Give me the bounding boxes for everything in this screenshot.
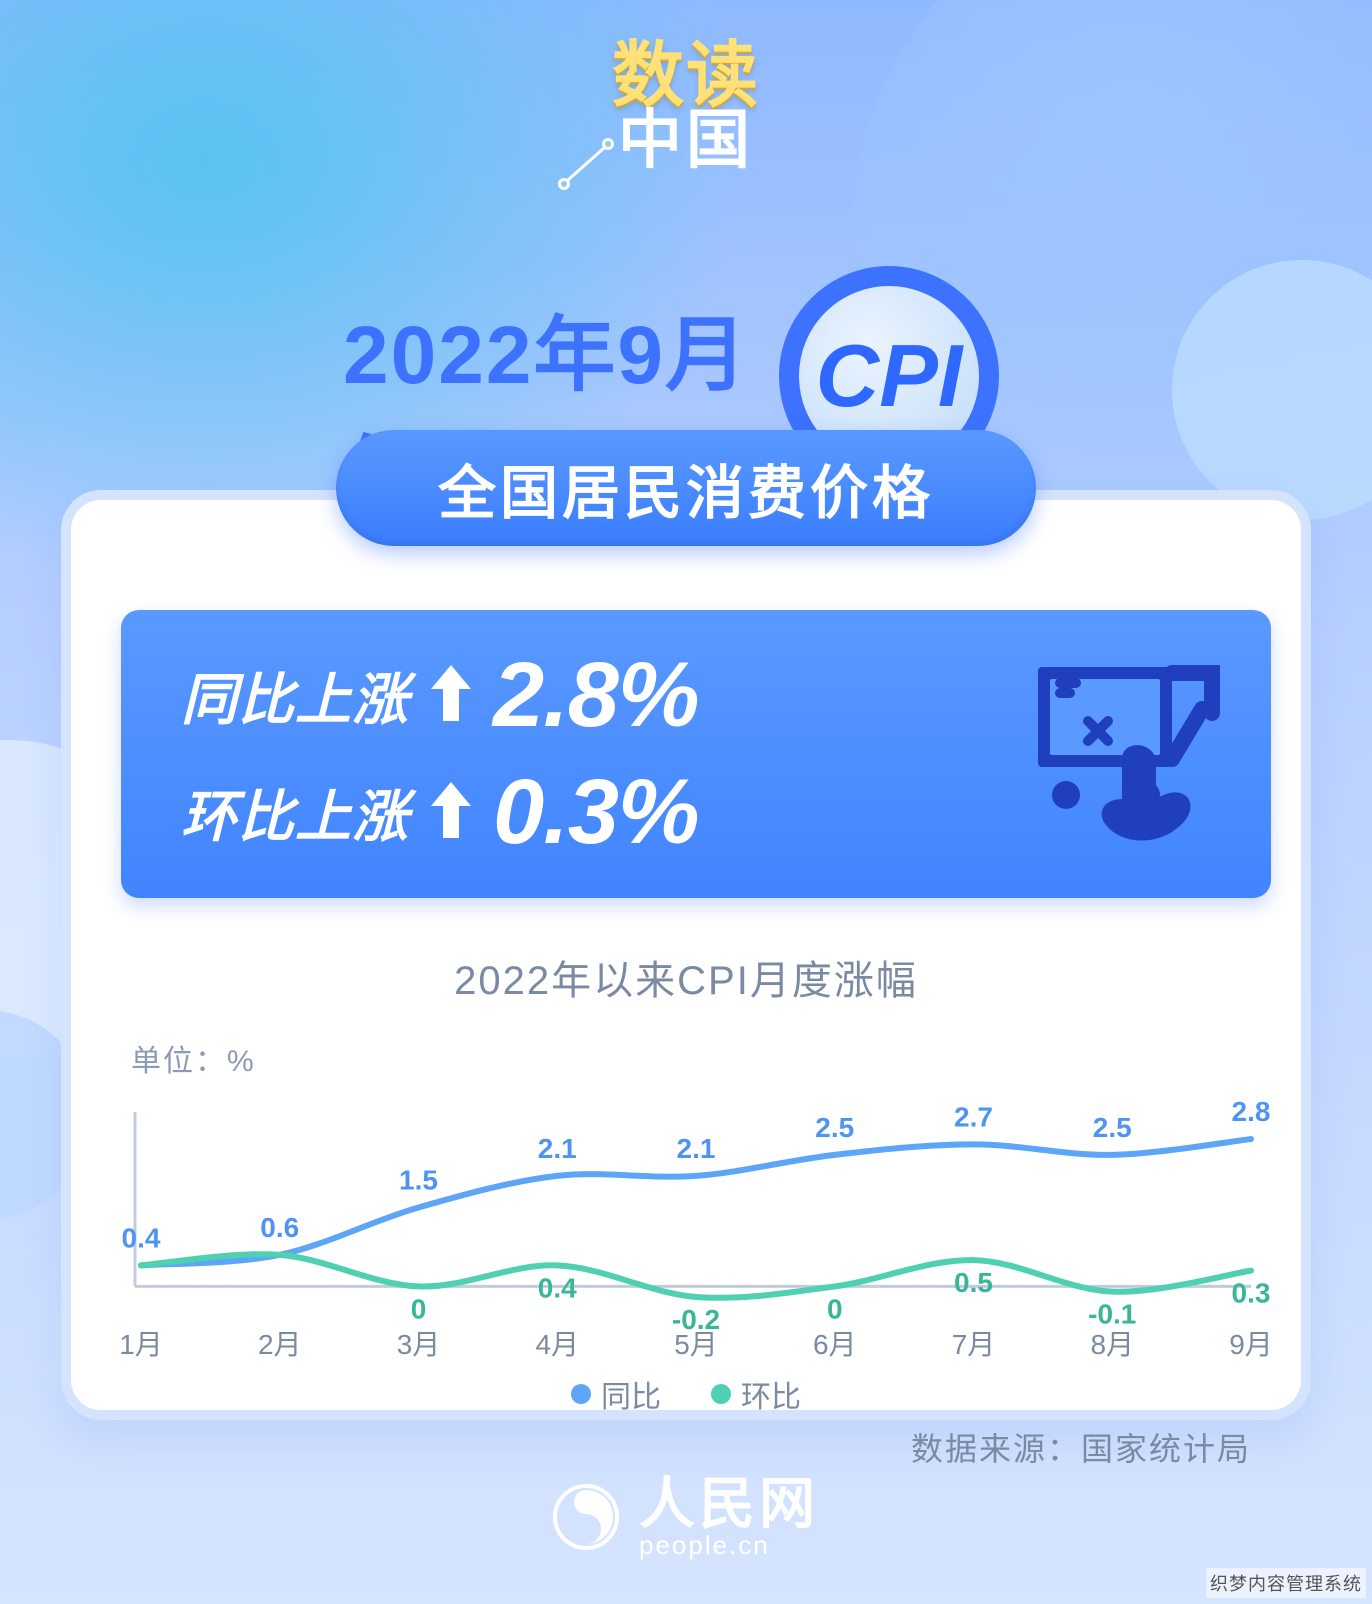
- cart-touch-icon: [1026, 659, 1226, 849]
- x-tick-label: 2月: [258, 1329, 302, 1360]
- stat-value: 2.8%: [493, 643, 699, 748]
- data-label: 2.5: [815, 1112, 854, 1143]
- footer-en: people.cn: [639, 1532, 819, 1558]
- data-label: 2.8: [1232, 1096, 1271, 1127]
- data-label: 2.1: [677, 1133, 716, 1164]
- chart-svg: 1月2月3月4月5月6月7月8月9月0.40.61.52.12.12.52.72…: [121, 1088, 1271, 1368]
- people-swirl-icon: [553, 1484, 619, 1550]
- x-tick-label: 1月: [121, 1329, 163, 1360]
- header-logo: 数读 中国: [612, 40, 760, 172]
- chart-source: 数据来源：国家统计局: [121, 1424, 1251, 1470]
- stat-row-yoy: 同比上涨 2.8%: [181, 643, 699, 748]
- stat-label: 同比上涨: [181, 655, 409, 736]
- data-label: 2.1: [538, 1133, 577, 1164]
- x-tick-label: 6月: [813, 1329, 857, 1360]
- legend-item: 同比: [571, 1372, 661, 1416]
- chart-title: 2022年以来CPI月度涨幅: [121, 948, 1251, 1006]
- watermark: 织梦内容管理系统: [1206, 1568, 1366, 1598]
- title-cpi: CPI: [816, 326, 964, 425]
- x-tick-label: 9月: [1229, 1329, 1271, 1360]
- data-label: 0.3: [1232, 1278, 1271, 1309]
- data-label: 0.4: [122, 1222, 161, 1253]
- x-tick-label: 7月: [952, 1329, 996, 1360]
- stat-row-mom: 环比上涨 0.3%: [181, 760, 699, 865]
- arrow-up-icon: [431, 782, 471, 843]
- legend-label: 环比: [741, 1372, 801, 1416]
- data-label: 2.5: [1093, 1112, 1132, 1143]
- legend-dot: [571, 1384, 591, 1404]
- chart-unit: 单位：%: [131, 1036, 1251, 1080]
- data-label: 1.5: [399, 1164, 438, 1195]
- footer-logo: 人民网 people.cn: [553, 1476, 819, 1558]
- chart-legend: 同比 环比: [121, 1372, 1251, 1416]
- data-label: -0.2: [672, 1304, 720, 1335]
- arrow-up-icon: [431, 665, 471, 726]
- chart: 2022年以来CPI月度涨幅 单位：% 1月2月3月4月5月6月7月8月9月0.…: [121, 948, 1251, 1470]
- data-label: 0: [411, 1293, 427, 1324]
- x-tick-label: 3月: [397, 1329, 441, 1360]
- banner: 全国居民消费价格: [336, 430, 1036, 546]
- data-label: 0.6: [260, 1212, 299, 1243]
- legend-item: 环比: [711, 1372, 801, 1416]
- legend-label: 同比: [601, 1372, 661, 1416]
- series-line: [141, 1254, 1251, 1298]
- data-label: 0.5: [954, 1267, 993, 1298]
- x-tick-label: 4月: [535, 1329, 579, 1360]
- footer-cn: 人民网: [639, 1476, 819, 1532]
- stat-value: 0.3%: [493, 760, 699, 865]
- legend-dot: [711, 1384, 731, 1404]
- card: 同比上涨 2.8% 环比上涨 0.3%: [61, 490, 1311, 1420]
- data-label: 2.7: [954, 1101, 993, 1132]
- data-label: -0.1: [1088, 1299, 1136, 1330]
- x-tick-label: 8月: [1090, 1329, 1134, 1360]
- data-label: 0.4: [538, 1272, 577, 1303]
- stat-label: 环比上涨: [181, 772, 409, 853]
- data-label: 0: [827, 1293, 843, 1324]
- stats-box: 同比上涨 2.8% 环比上涨 0.3%: [121, 610, 1271, 898]
